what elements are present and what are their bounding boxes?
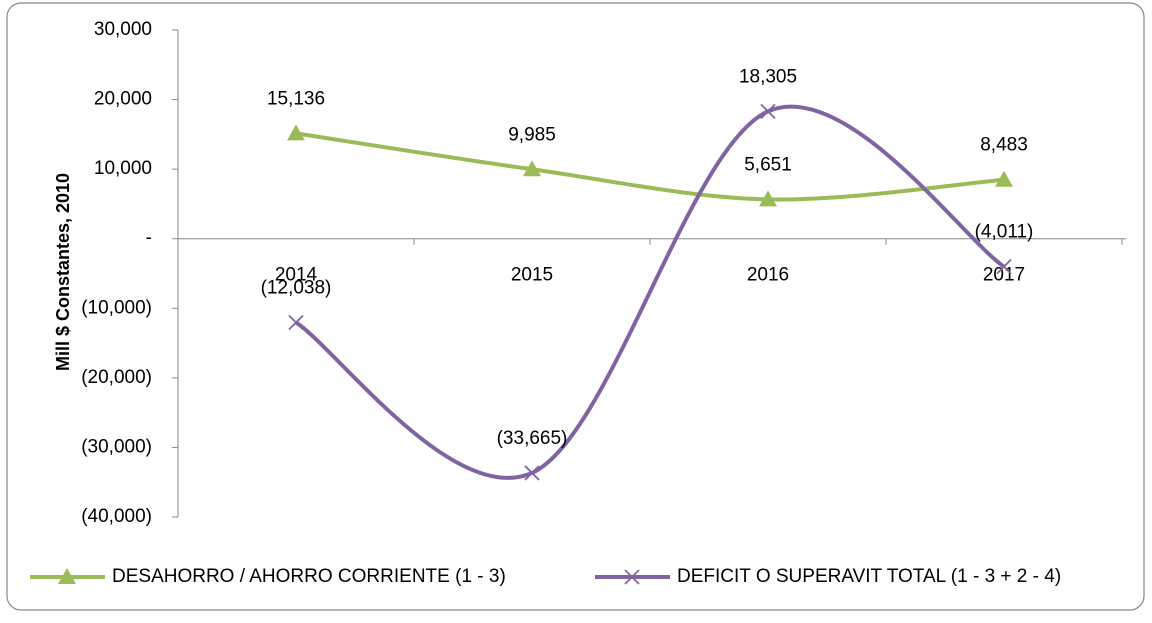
legend-marker bbox=[58, 568, 76, 584]
y-tick-label: (10,000) bbox=[81, 297, 152, 318]
data-point bbox=[995, 170, 1013, 187]
chart-border bbox=[6, 2, 1145, 611]
data-label: (33,665) bbox=[497, 428, 568, 449]
data-label: 15,136 bbox=[267, 88, 325, 109]
data-point bbox=[760, 103, 776, 120]
legend-label: DEFICIT O SUPERAVIT TOTAL (1 - 3 + 2 - 4… bbox=[677, 566, 1061, 587]
x-tick-label: 2017 bbox=[983, 265, 1025, 286]
data-point bbox=[524, 465, 540, 481]
data-point bbox=[288, 314, 304, 331]
x-tick-label: 2014 bbox=[275, 265, 318, 286]
y-tick-label: 20,000 bbox=[94, 89, 152, 110]
legend-label: DESAHORRO / AHORRO CORRIENTE (1 - 3) bbox=[112, 566, 506, 587]
y-tick-label: (30,000) bbox=[81, 436, 152, 457]
series-line bbox=[295, 131, 1005, 202]
data-point bbox=[996, 258, 1012, 275]
y-tick-label: - bbox=[146, 228, 152, 249]
data-point bbox=[523, 160, 541, 177]
y-tick-label: (40,000) bbox=[81, 506, 152, 527]
y-axis-label: Mill $ Constantes, 2010 bbox=[53, 173, 73, 371]
x-tick-label: 2016 bbox=[747, 265, 789, 286]
data-point bbox=[287, 124, 305, 141]
y-tick-label: 10,000 bbox=[94, 158, 152, 179]
x-tick-label: 2015 bbox=[511, 265, 553, 286]
data-point bbox=[759, 190, 777, 207]
legend-marker bbox=[624, 569, 640, 585]
y-tick-label: (20,000) bbox=[81, 367, 152, 388]
data-label: 18,305 bbox=[739, 66, 797, 87]
data-label: (12,038) bbox=[261, 277, 332, 298]
data-label: 9,985 bbox=[508, 124, 556, 145]
series-line bbox=[294, 104, 1006, 480]
y-tick-label: 30,000 bbox=[94, 19, 152, 40]
data-label: 8,483 bbox=[980, 135, 1028, 156]
data-label: (4,011) bbox=[975, 222, 1034, 243]
data-label: 5,651 bbox=[744, 154, 792, 175]
